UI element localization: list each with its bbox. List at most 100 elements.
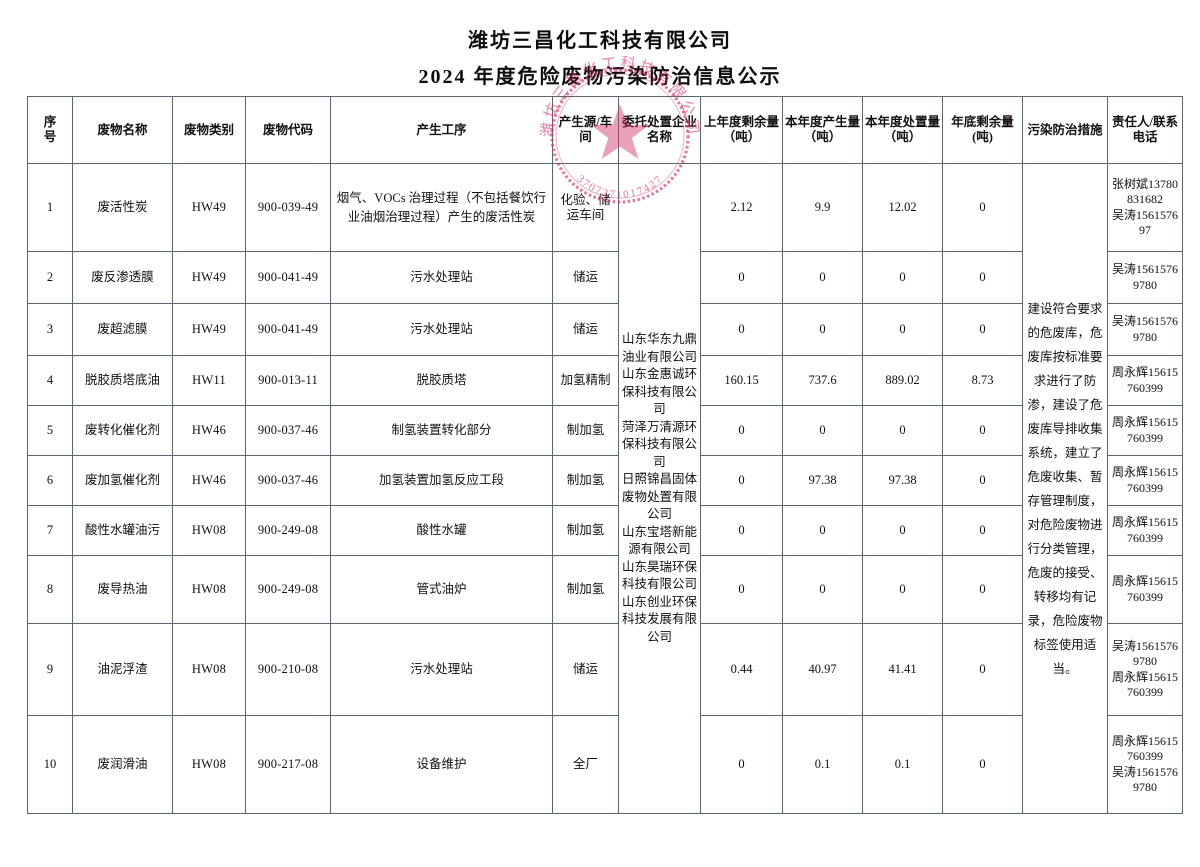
cell-waste-name: 废超滤膜 — [72, 303, 173, 356]
cell-prev-year-remaining: 0 — [700, 555, 783, 624]
cell-year-end-remaining: 0 — [942, 251, 1023, 304]
cell-waste-category: HW49 — [172, 303, 246, 356]
cell-waste-name: 废转化催化剂 — [72, 405, 173, 456]
cell-pollution-measures: 建设符合要求的危废库，危废库按标准要求进行了防渗，建设了危废库导排收集系统，建立… — [1022, 163, 1108, 814]
cell-year-end-remaining: 0 — [942, 163, 1023, 252]
cell-responsible-person: 吴涛15615769780 — [1107, 303, 1183, 356]
cell-source-workshop: 制加氢 — [552, 555, 619, 624]
table-row: 8 废导热油 HW08 900-249-08 管式油炉 制加氢 0 0 0 0 … — [27, 555, 1183, 624]
cell-prev-year-remaining: 0 — [700, 303, 783, 356]
cell-prev-year-remaining: 0.44 — [700, 623, 783, 716]
cell-this-year-generated: 0 — [782, 251, 863, 304]
cell-responsible-person: 周永辉15615760399 — [1107, 355, 1183, 406]
cell-source-workshop: 制加氢 — [552, 405, 619, 456]
cell-process: 污水处理站 — [330, 251, 553, 304]
cell-year-end-remaining: 0 — [942, 303, 1023, 356]
cell-year-end-remaining: 0 — [942, 623, 1023, 716]
cell-year-end-remaining: 0 — [942, 715, 1023, 814]
cell-no: 9 — [27, 623, 73, 716]
cell-waste-code: 900-249-08 — [245, 555, 331, 624]
table-header-row: 序号 废物名称 废物类别 废物代码 产生工序 产生源/车间 委托处置企业名称 上… — [27, 96, 1183, 164]
table-row: 5 废转化催化剂 HW46 900-037-46 制氢装置转化部分 制加氢 0 … — [27, 405, 1183, 456]
cell-this-year-generated: 97.38 — [782, 455, 863, 506]
cell-waste-name: 油泥浮渣 — [72, 623, 173, 716]
col-header-no: 序号 — [27, 96, 73, 164]
table-row: 10 废润滑油 HW08 900-217-08 设备维护 全厂 0 0.1 0.… — [27, 715, 1183, 814]
col-header-year-end-remaining: 年底剩余量(吨) — [942, 96, 1023, 164]
cell-process: 管式油炉 — [330, 555, 553, 624]
cell-this-year-generated: 0.1 — [782, 715, 863, 814]
table-row: 4 脱胶质塔底油 HW11 900-013-11 脱胶质塔 加氢精制 160.1… — [27, 355, 1183, 406]
cell-this-year-disposed: 97.38 — [862, 455, 943, 506]
cell-this-year-generated: 0 — [782, 505, 863, 556]
cell-waste-category: HW08 — [172, 715, 246, 814]
cell-responsible-person: 周永辉15615760399 — [1107, 405, 1183, 456]
cell-waste-category: HW46 — [172, 405, 246, 456]
cell-waste-name: 酸性水罐油污 — [72, 505, 173, 556]
cell-this-year-disposed: 889.02 — [862, 355, 943, 406]
cell-waste-code: 900-217-08 — [245, 715, 331, 814]
cell-this-year-disposed: 0 — [862, 405, 943, 456]
cell-waste-category: HW08 — [172, 505, 246, 556]
cell-year-end-remaining: 8.73 — [942, 355, 1023, 406]
cell-this-year-generated: 9.9 — [782, 163, 863, 252]
cell-no: 1 — [27, 163, 73, 252]
cell-this-year-disposed: 0 — [862, 505, 943, 556]
cell-source-workshop: 储运 — [552, 251, 619, 304]
cell-waste-category: HW46 — [172, 455, 246, 506]
col-header-waste-category: 废物类别 — [172, 96, 246, 164]
cell-source-workshop: 制加氢 — [552, 505, 619, 556]
cell-year-end-remaining: 0 — [942, 405, 1023, 456]
col-header-this-year-disposed: 本年度处置量（吨） — [862, 96, 943, 164]
cell-this-year-generated: 0 — [782, 303, 863, 356]
cell-source-workshop: 全厂 — [552, 715, 619, 814]
page-title: 潍坊三昌化工科技有限公司 2024 年度危险废物污染防治信息公示 — [0, 26, 1200, 92]
cell-waste-name: 废活性炭 — [72, 163, 173, 252]
cell-prev-year-remaining: 0 — [700, 715, 783, 814]
cell-no: 4 — [27, 355, 73, 406]
cell-waste-name: 废导热油 — [72, 555, 173, 624]
cell-no: 10 — [27, 715, 73, 814]
cell-waste-code: 900-037-46 — [245, 405, 331, 456]
cell-waste-category: HW11 — [172, 355, 246, 406]
col-header-prev-year-remaining: 上年度剩余量（吨） — [700, 96, 783, 164]
cell-source-workshop: 储运 — [552, 303, 619, 356]
cell-responsible-person: 周永辉15615760399 — [1107, 505, 1183, 556]
cell-no: 3 — [27, 303, 73, 356]
cell-waste-code: 900-249-08 — [245, 505, 331, 556]
table-row: 1 废活性炭 HW49 900-039-49 烟气、VOCs 治理过程（不包括餐… — [27, 163, 1183, 814]
cell-process: 酸性水罐 — [330, 505, 553, 556]
cell-no: 7 — [27, 505, 73, 556]
cell-prev-year-remaining: 2.12 — [700, 163, 783, 252]
cell-no: 2 — [27, 251, 73, 304]
col-header-waste-name: 废物名称 — [72, 96, 173, 164]
cell-process: 制氢装置转化部分 — [330, 405, 553, 456]
cell-this-year-generated: 0 — [782, 405, 863, 456]
table-body: 1 废活性炭 HW49 900-039-49 烟气、VOCs 治理过程（不包括餐… — [27, 163, 1183, 814]
cell-this-year-disposed: 0 — [862, 303, 943, 356]
cell-entrusted-companies: 山东华东九鼎油业有限公司 山东金惠诚环保科技有限公司 菏泽万清源环保科技有限公司 日照… — [618, 163, 701, 814]
cell-this-year-disposed: 0 — [862, 251, 943, 304]
cell-waste-category: HW49 — [172, 251, 246, 304]
cell-this-year-generated: 40.97 — [782, 623, 863, 716]
cell-source-workshop: 储运 — [552, 623, 619, 716]
cell-process: 污水处理站 — [330, 303, 553, 356]
cell-prev-year-remaining: 0 — [700, 251, 783, 304]
cell-process: 设备维护 — [330, 715, 553, 814]
cell-year-end-remaining: 0 — [942, 455, 1023, 506]
cell-source-workshop: 加氢精制 — [552, 355, 619, 406]
cell-waste-code: 900-013-11 — [245, 355, 331, 406]
table-row: 6 废加氢催化剂 HW46 900-037-46 加氢装置加氢反应工段 制加氢 … — [27, 455, 1183, 506]
cell-responsible-person: 张树斌13780831682 吴涛156157697 — [1107, 163, 1183, 252]
cell-waste-code: 900-039-49 — [245, 163, 331, 252]
cell-this-year-disposed: 41.41 — [862, 623, 943, 716]
cell-waste-name: 废加氢催化剂 — [72, 455, 173, 506]
col-header-responsible-person: 责任人/联系电话 — [1107, 96, 1183, 164]
cell-responsible-person: 吴涛15615769780 — [1107, 251, 1183, 304]
company-title: 潍坊三昌化工科技有限公司 — [468, 30, 732, 52]
cell-process: 脱胶质塔 — [330, 355, 553, 406]
cell-year-end-remaining: 0 — [942, 505, 1023, 556]
document-subtitle: 2024 年度危险废物污染防治信息公示 — [418, 66, 782, 88]
cell-responsible-person: 周永辉15615760399 — [1107, 455, 1183, 506]
